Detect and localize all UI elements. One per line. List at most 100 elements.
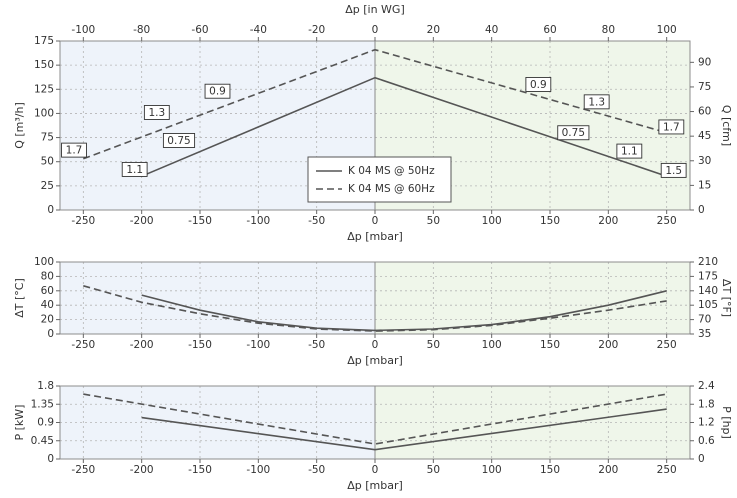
power-y2-tick-label: 1.8 xyxy=(698,398,715,410)
temp-y2-axis-label: ΔT [°F] xyxy=(720,279,733,317)
temp-x-tick-label: 0 xyxy=(372,339,379,351)
power-y-tick-label: 1.35 xyxy=(31,398,54,410)
flow-series-50hz xyxy=(141,76,667,177)
power-y2-tick-label: 2.4 xyxy=(698,380,715,392)
power-x-tick-label: -150 xyxy=(188,464,212,476)
power-x-axis-label: Δp [mbar] xyxy=(347,479,403,492)
temp-x-tick-label: 100 xyxy=(482,339,502,351)
flow-x-tick-label: 50 xyxy=(427,215,440,227)
flow-y2-tick-label: 75 xyxy=(698,81,711,93)
flow-y-tick-label: 175 xyxy=(34,35,54,47)
power-y2-tick-label: 1.2 xyxy=(698,417,715,429)
temp-vacuum-region xyxy=(60,262,375,334)
flow-x-tick-label: 250 xyxy=(657,215,677,227)
flow-y-tick-label: 0 xyxy=(47,204,54,216)
temp-y2-tick-label: 210 xyxy=(698,256,718,268)
flow-annotation-label: 1.5 xyxy=(665,165,682,177)
flow-annotation-box xyxy=(525,77,552,92)
flow-annotation-box xyxy=(658,119,685,135)
power-x-tick-label: -100 xyxy=(246,464,270,476)
power-y-tick-label: 0.9 xyxy=(37,417,54,429)
power-y-tick-label: 0 xyxy=(47,453,54,465)
power-x-tick-label: 150 xyxy=(540,464,560,476)
flow-annotation-box xyxy=(583,94,610,110)
temp-x-tick-label: -200 xyxy=(130,339,154,351)
flow-series-60hz xyxy=(83,48,667,160)
temp-series-60hz xyxy=(83,285,667,332)
power-x-tick-label: -250 xyxy=(71,464,95,476)
flow-y-tick-label: 25 xyxy=(41,180,54,192)
flow-x2-tick-label: 0 xyxy=(372,24,379,36)
flow-annotation-box xyxy=(121,161,148,177)
power-y2-tick-label: 0 xyxy=(698,453,705,465)
power-x-tick-label: 100 xyxy=(482,464,502,476)
temp-y2-tick-label: 175 xyxy=(698,270,718,282)
flow-annotation-label: 0.9 xyxy=(530,79,547,91)
temp-y-tick-label: 60 xyxy=(41,285,54,297)
flow-y2-tick-label: 90 xyxy=(698,56,711,68)
temp-y2-tick-label: 140 xyxy=(698,285,718,297)
power-y-tick-label: 0.45 xyxy=(31,435,54,447)
power-x-tick-label: 0 xyxy=(372,464,379,476)
flow-legend xyxy=(307,156,452,203)
power-y-axis-label: P [kW] xyxy=(13,405,26,441)
flow-annotation-label: 1.3 xyxy=(588,96,605,108)
flow-annotation-box xyxy=(616,143,643,159)
flow-annotation-label: 0.75 xyxy=(167,135,190,147)
flow-annotation-label: 1.1 xyxy=(621,146,638,158)
temp-y-tick-label: 100 xyxy=(34,256,54,268)
flow-y-tick-label: 150 xyxy=(34,59,54,71)
power-y2-axis-label: P [hp] xyxy=(720,406,733,439)
flow-y2-tick-label: 15 xyxy=(698,179,711,191)
temp-x-tick-label: -50 xyxy=(308,339,325,351)
flow-x-tick-label: 200 xyxy=(598,215,618,227)
flow-x2-tick-label: 20 xyxy=(427,24,440,36)
temp-x-axis-label: Δp [mbar] xyxy=(347,354,403,367)
flow-x-tick-label: -100 xyxy=(246,215,270,227)
flow-y-tick-label: 125 xyxy=(34,83,54,95)
temp-x-tick-label: -100 xyxy=(246,339,270,351)
flow-annotation-box xyxy=(660,162,687,178)
power-x-tick-label: 50 xyxy=(427,464,440,476)
flow-x2-tick-label: -80 xyxy=(133,24,150,36)
flow-x2-tick-label: 100 xyxy=(657,24,677,36)
flow-x-tick-label: 100 xyxy=(482,215,502,227)
power-pressure-region xyxy=(375,386,690,459)
flow-y2-axis-label: Q [cfm] xyxy=(720,105,733,146)
flow-x-tick-label: -50 xyxy=(308,215,325,227)
flow-annotation-label: 0.75 xyxy=(562,127,585,139)
power-x-tick-label: 250 xyxy=(657,464,677,476)
flow-legend-label: K 04 MS @ 60Hz xyxy=(348,183,435,195)
flow-x-axis-label: Δp [mbar] xyxy=(347,230,403,243)
flow-y2-tick-label: 45 xyxy=(698,130,711,142)
flow-x-tick-label: -200 xyxy=(130,215,154,227)
power-vacuum-region xyxy=(60,386,375,459)
power-x-tick-label: 200 xyxy=(598,464,618,476)
flow-x2-tick-label: -60 xyxy=(191,24,208,36)
temp-y-tick-label: 80 xyxy=(41,270,54,282)
flow-y-tick-label: 50 xyxy=(41,156,54,168)
flow-annotation-box xyxy=(204,83,231,99)
flow-y2-tick-label: 0 xyxy=(698,204,705,216)
flow-annotation-label: 0.9 xyxy=(209,86,226,98)
flow-annotation-box xyxy=(557,125,590,141)
flow-annotation-label: 1.7 xyxy=(663,121,680,133)
power-x-tick-label: -200 xyxy=(130,464,154,476)
flow-x-tick-label: 150 xyxy=(540,215,560,227)
temp-x-tick-label: 150 xyxy=(540,339,560,351)
temp-pressure-region xyxy=(375,262,690,334)
flow-y-tick-label: 100 xyxy=(34,107,54,119)
flow-x2-tick-label: -100 xyxy=(71,24,95,36)
temp-x-tick-label: -250 xyxy=(71,339,95,351)
power-series-50hz xyxy=(141,408,667,451)
flow-annotation-box xyxy=(143,105,170,120)
temp-y2-tick-label: 105 xyxy=(698,299,718,311)
flow-x2-tick-label: 80 xyxy=(602,24,615,36)
flow-x-tick-label: -150 xyxy=(188,215,212,227)
flow-annotation-label: 1.3 xyxy=(148,107,165,119)
flow-y2-tick-label: 30 xyxy=(698,155,711,167)
flow-annotation-label: 1.7 xyxy=(66,145,83,157)
temp-y-tick-label: 40 xyxy=(41,299,54,311)
